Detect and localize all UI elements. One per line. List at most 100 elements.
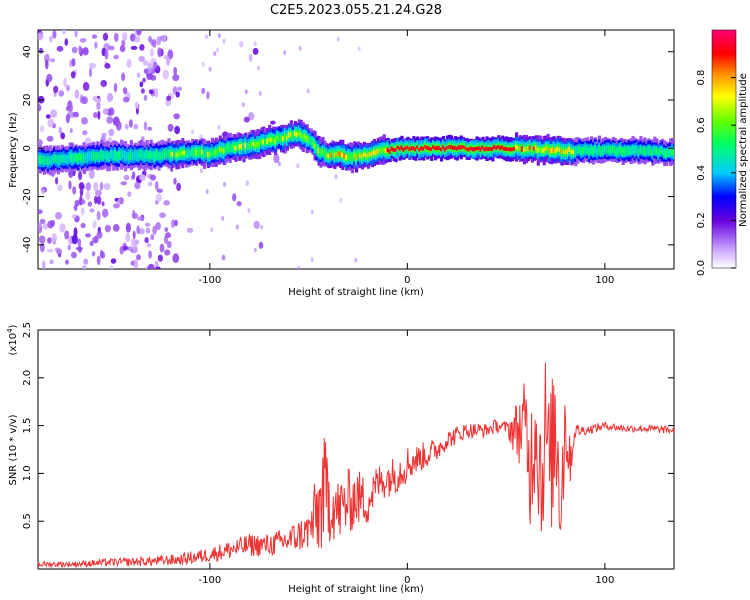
ridge-cell	[301, 134, 305, 140]
ridge-cell	[380, 148, 384, 153]
noise-blob	[136, 254, 141, 261]
noise-blob	[357, 46, 361, 52]
noise-blob	[236, 201, 242, 207]
ridge-cell	[475, 146, 479, 151]
noise-blob	[47, 118, 55, 128]
ridge-cell	[96, 153, 100, 159]
ridge-cell	[649, 148, 653, 153]
noise-blob	[70, 251, 77, 259]
noise-blob	[39, 47, 43, 54]
noise-blob	[138, 55, 145, 62]
noise-blob	[244, 89, 248, 95]
noise-blob	[101, 80, 106, 88]
snr-frame	[37, 329, 675, 570]
noise-blob	[140, 88, 145, 94]
noise-blob	[139, 173, 146, 182]
ridge-cell	[42, 158, 47, 163]
ridge-cell	[264, 139, 268, 145]
ridge-cell	[489, 147, 493, 151]
ridge-cell	[305, 136, 309, 142]
ridge-cell	[487, 147, 491, 152]
ridge-cell	[313, 143, 317, 148]
ridge-cell	[528, 145, 532, 150]
noise-blob	[132, 230, 136, 240]
ridge-cell	[639, 147, 643, 152]
ridge-cell	[291, 134, 295, 139]
ridge-cell	[485, 146, 489, 151]
ridge-cell	[357, 152, 361, 157]
ridge-cell	[548, 148, 552, 154]
ridge-cell	[374, 150, 378, 156]
noise-blob	[89, 240, 94, 247]
noise-blob	[191, 129, 194, 135]
ridge-cell	[311, 139, 315, 145]
noise-blob	[146, 243, 152, 248]
noise-blob	[45, 59, 49, 70]
noise-blob	[83, 258, 89, 265]
ridge-cell	[412, 146, 416, 151]
ridge-cell	[54, 156, 58, 162]
ridge-cell	[347, 154, 351, 160]
noise-blob	[109, 265, 114, 269]
ridge-cell	[517, 145, 521, 151]
noise-blob	[107, 92, 113, 103]
ridge-cell	[200, 149, 205, 155]
noise-blob	[75, 246, 83, 251]
colorbar-tick-label: 0.4	[696, 165, 707, 181]
ridge-cell	[552, 147, 556, 153]
ridge-cell	[432, 145, 436, 149]
ridge-cell	[578, 147, 582, 152]
ridge-cell	[341, 152, 345, 158]
noise-blob	[157, 254, 163, 262]
ridge-cell	[68, 154, 72, 160]
noise-blob	[78, 170, 83, 181]
ridge-cell	[56, 157, 60, 163]
ridge-cell	[515, 144, 519, 150]
ridge-cell	[526, 146, 530, 152]
noise-blob	[92, 236, 99, 244]
noise-blob	[204, 34, 208, 40]
ridge-cell	[212, 150, 216, 156]
ridge-cell	[222, 148, 226, 154]
noise-blob	[49, 259, 54, 265]
ridge-cell	[524, 146, 529, 152]
ridge-cell	[64, 156, 68, 162]
ridge-cell	[402, 147, 406, 152]
noise-blob	[273, 153, 280, 164]
ridge-cell	[532, 146, 536, 151]
ridge-cell	[274, 138, 278, 144]
ridge-cell	[224, 147, 228, 153]
ridge-cell	[418, 147, 422, 152]
noise-blob	[68, 180, 72, 190]
ridge-cell	[242, 144, 246, 149]
noise-blob	[117, 198, 121, 205]
noise-blob	[166, 57, 171, 66]
noise-blob	[39, 242, 45, 253]
ridge-cell	[617, 148, 621, 154]
ridge-cell	[534, 145, 538, 150]
ridge-cell	[422, 146, 426, 151]
noise-blob	[96, 101, 101, 111]
ridge-cell	[430, 147, 434, 151]
noise-blob	[121, 72, 126, 82]
noise-blob	[247, 208, 251, 214]
ridge-cell	[499, 145, 503, 151]
noise-blob	[232, 193, 237, 202]
noise-blob	[217, 33, 221, 38]
ridge-cell	[641, 148, 645, 154]
noise-blob	[100, 250, 104, 259]
noise-blob	[113, 224, 120, 232]
noise-blob	[133, 259, 139, 269]
ridge-cell	[376, 148, 380, 155]
noise-blob	[260, 224, 264, 230]
noise-blob	[205, 189, 209, 195]
ridge-cell	[137, 153, 141, 158]
ridge-cell	[469, 146, 473, 150]
ridge-cell	[185, 151, 189, 157]
ridge-cell	[319, 151, 323, 156]
noise-blob	[122, 96, 130, 103]
ridge-cell	[507, 147, 511, 152]
noise-blob	[82, 81, 90, 91]
ridge-cell	[187, 151, 191, 156]
noise-blob	[65, 259, 69, 265]
